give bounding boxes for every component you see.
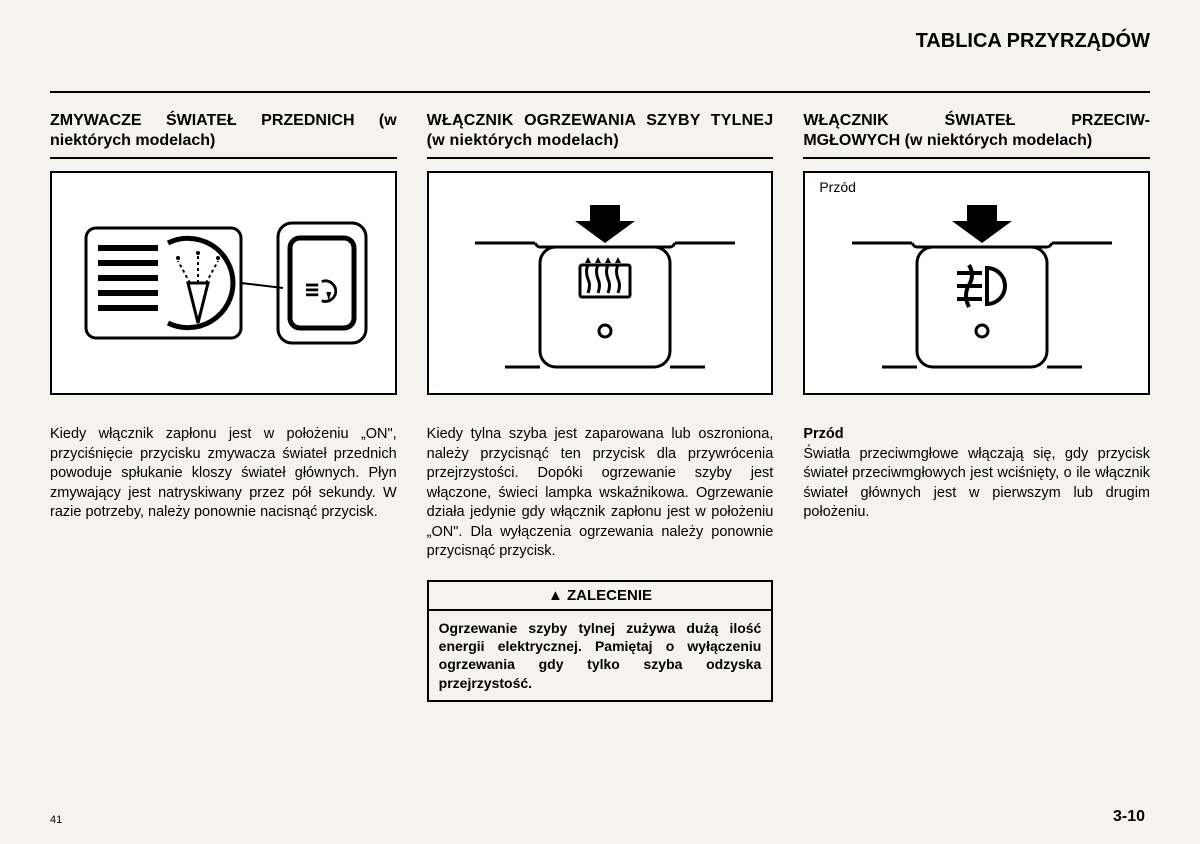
- body-text: Światła przeciwmgłowe włączają się, gdy …: [803, 446, 1150, 521]
- column-rear-defogger: WŁĄCZNIK OGRZEWANIA SZYBY TYLNEJ (w niek…: [427, 111, 774, 702]
- subheading: Przód: [803, 426, 843, 442]
- page-number-right: 3-10: [1113, 808, 1145, 826]
- section-body: Przód Światła przeciwmgłowe włączają się…: [803, 425, 1150, 523]
- title-word: PRZECIW-: [1071, 111, 1150, 131]
- section-title: ZMYWACZE ŚWIATEŁ PRZEDNICH (w niektórych…: [50, 111, 397, 151]
- defogger-switch-icon: [445, 183, 755, 383]
- figure-headlight-washer: [50, 171, 397, 395]
- section-body: Kiedy włącznik zapłonu jest w położeniu …: [50, 425, 397, 523]
- page-title: TABLICA PRZYRZĄDÓW: [50, 30, 1150, 53]
- title-line2: MGŁOWYCH (w niektórych modelach): [803, 132, 1092, 149]
- section-rule: [50, 157, 397, 159]
- section-title: WŁĄCZNIK OGRZEWANIA SZYBY TYLNEJ (w niek…: [427, 111, 774, 151]
- title-word: WŁĄCZNIK: [803, 111, 888, 131]
- page-number-left: 41: [50, 814, 62, 826]
- section-rule: [803, 157, 1150, 159]
- title-word: ŚWIATEŁ: [945, 111, 1016, 131]
- header-rule: [50, 91, 1150, 93]
- section-title: WŁĄCZNIK ŚWIATEŁ PRZECIW- MGŁOWYCH (w ni…: [803, 111, 1150, 151]
- column-headlight-washer: ZMYWACZE ŚWIATEŁ PRZEDNICH (w niektórych…: [50, 111, 397, 702]
- fog-light-switch-icon: [822, 183, 1132, 383]
- headlight-washer-icon: [68, 183, 378, 383]
- notice-callout: ▲ ZALECENIE Ogrzewanie szyby tylnej zuży…: [427, 580, 774, 702]
- section-body: Kiedy tylna szyba jest zaparowana lub os…: [427, 425, 774, 562]
- column-fog-lights: WŁĄCZNIK ŚWIATEŁ PRZECIW- MGŁOWYCH (w ni…: [803, 111, 1150, 702]
- notice-title: ▲ ZALECENIE: [429, 582, 772, 611]
- figure-label: Przód: [819, 179, 856, 195]
- figure-fog-light: Przód: [803, 171, 1150, 395]
- figure-rear-defogger: [427, 171, 774, 395]
- three-column-layout: ZMYWACZE ŚWIATEŁ PRZEDNICH (w niektórych…: [50, 111, 1150, 702]
- manual-page: TABLICA PRZYRZĄDÓW ZMYWACZE ŚWIATEŁ PRZE…: [0, 0, 1200, 844]
- notice-body: Ogrzewanie szyby tylnej zużywa dużą iloś…: [429, 611, 772, 700]
- section-rule: [427, 157, 774, 159]
